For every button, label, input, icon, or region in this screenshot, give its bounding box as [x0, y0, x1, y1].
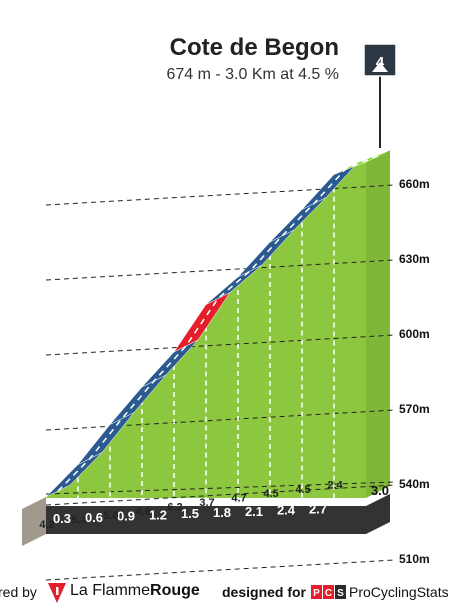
gradient-label: 4.5 — [295, 484, 310, 496]
gradient-label: 4.5 — [263, 488, 278, 500]
elevation-tick-label: 630m — [399, 252, 430, 266]
pcs-letter-p: P — [313, 588, 320, 599]
gradient-label: 5.0 — [103, 510, 118, 522]
footer: red by La FlammeRouge designed for ProCy… — [0, 580, 455, 604]
flame-logo-icon — [48, 583, 66, 603]
pcs-letter-s: S — [337, 588, 344, 599]
grid-layer — [45, 178, 396, 581]
pcs-logo-icon: P C S — [311, 585, 346, 599]
gradient-label: 6.2 — [167, 501, 182, 513]
km-label: 1.2 — [149, 507, 167, 522]
grid-line — [45, 559, 396, 581]
pcs-letter-c: C — [325, 588, 332, 599]
road-centre-line — [57, 155, 379, 492]
mountain-icon — [372, 62, 388, 72]
grid-line — [45, 334, 396, 356]
grid-line-base — [45, 481, 396, 495]
km-label: 2.1 — [245, 504, 263, 519]
pcs-link[interactable]: ProCyclingStats — [349, 584, 449, 600]
climb-title: Cote de Begon — [169, 34, 339, 61]
elevation-tick-label: 600m — [399, 327, 430, 341]
km-label: 3.0 — [371, 483, 389, 498]
gradient-label: 5.4 — [71, 515, 87, 527]
grid-line — [45, 259, 396, 281]
brand-name-b: Rouge — [150, 582, 200, 599]
grid-line — [45, 184, 396, 206]
gradient-label: 4.7 — [231, 493, 246, 505]
elevation-tick-label: 510m — [399, 552, 430, 566]
gradient-label: 2.4 — [327, 479, 343, 491]
elevation-tick-label: 660m — [399, 177, 430, 191]
km-strip — [46, 494, 390, 534]
powered-by-label: red by — [0, 584, 37, 600]
km-label: 2.7 — [309, 501, 327, 516]
label-layer: 510m 540m 570m 600m 630m 660m 0.34.2 0.65.4 0.95… — [39, 177, 429, 566]
profile-right-wall — [366, 150, 390, 498]
grid-line — [45, 409, 396, 431]
climb-stats: 674 m - 3.0 Km at 4.5 % — [166, 66, 339, 83]
km-label: 0.9 — [117, 509, 135, 524]
gradient-label: 4.6 — [135, 506, 150, 518]
elevation-tick-label: 570m — [399, 402, 430, 416]
road-band-layer — [45, 149, 391, 498]
brand-name-a: La Flamme — [70, 582, 151, 599]
summit-flag-layer: 4 — [363, 43, 397, 148]
km-label: 2.4 — [277, 503, 296, 518]
km-label: 1.5 — [181, 506, 199, 521]
profile-side-wall — [22, 497, 46, 546]
km-label: 0.6 — [85, 510, 103, 525]
gradient-label: 3.7 — [199, 497, 214, 509]
km-label: 0.3 — [53, 511, 71, 526]
km-label: 1.8 — [213, 505, 231, 520]
designed-for-label: designed for — [222, 584, 307, 600]
elevation-tick-label: 540m — [399, 477, 430, 491]
base-layer — [46, 494, 390, 534]
gradient-label: 4.2 — [39, 519, 54, 531]
grid-line — [45, 484, 396, 506]
brand-link[interactable]: La FlammeRouge — [70, 582, 200, 600]
